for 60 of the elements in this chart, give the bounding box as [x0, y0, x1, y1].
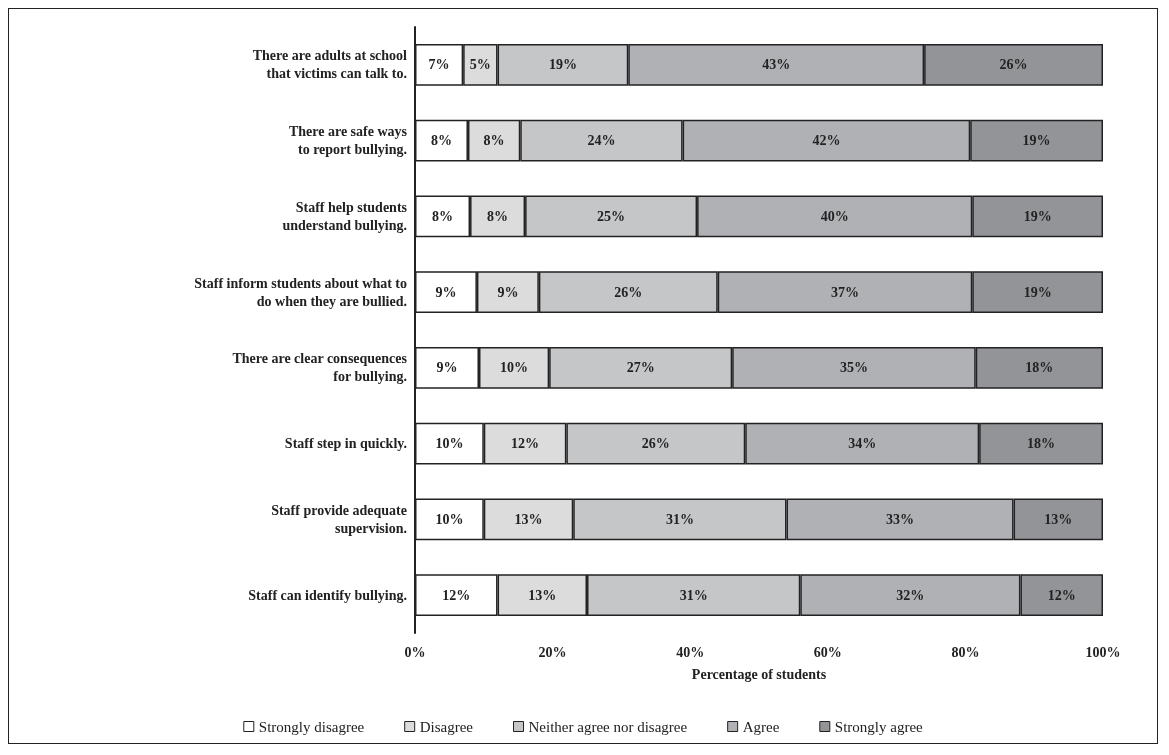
x-tick-label: 100%: [1085, 644, 1121, 660]
y-tick-label: There are safe ways to report bullying.: [288, 124, 408, 158]
data-label: 8%: [487, 208, 509, 224]
data-label: 18%: [1027, 436, 1056, 452]
legend-label: Strongly agree: [834, 718, 924, 735]
data-label: 19%: [548, 57, 577, 73]
data-label: 13%: [514, 511, 543, 527]
data-label: 9%: [497, 284, 519, 300]
data-label: 8%: [432, 208, 454, 224]
y-tick-label: Staff step in quickly.: [284, 436, 407, 452]
data-label: 5%: [469, 57, 491, 73]
data-label: 8%: [483, 133, 505, 149]
data-label: 12%: [442, 587, 471, 603]
data-label: 40%: [820, 208, 849, 224]
y-tick-label: Staff inform students about what to do when they are bullied.: [194, 275, 407, 309]
data-label: 10%: [500, 360, 529, 376]
y-tick-label: Staff help students understand bullying.: [282, 199, 408, 233]
data-label: 24%: [587, 133, 616, 149]
data-label: 42%: [812, 133, 841, 149]
data-label: 7%: [428, 57, 450, 73]
data-label: 31%: [665, 511, 694, 527]
data-label: 13%: [528, 587, 557, 603]
data-label: 10%: [435, 436, 464, 452]
x-tick-label: 60%: [813, 644, 842, 660]
x-tick-label: 20%: [538, 644, 567, 660]
data-label: 31%: [679, 587, 708, 603]
legend-label: Disagree: [419, 718, 474, 735]
data-label: 34%: [848, 436, 877, 452]
data-label: 19%: [1023, 208, 1052, 224]
data-label: 12%: [511, 436, 540, 452]
y-tick-label: Staff can identify bullying.: [248, 587, 407, 603]
data-label: 43%: [762, 57, 791, 73]
y-tick-label: There are adults at school that victims can talk to.: [252, 48, 408, 82]
data-label: 26%: [641, 436, 670, 452]
data-label: 18%: [1025, 360, 1054, 376]
x-axis-title: Percentage of students: [691, 666, 827, 682]
data-label: 13%: [1044, 511, 1073, 527]
data-label: 19%: [1023, 284, 1052, 300]
data-label: 25%: [597, 208, 626, 224]
data-label: 9%: [435, 284, 457, 300]
data-label: 35%: [839, 360, 868, 376]
data-label: 8%: [430, 133, 452, 149]
legend-label: Neither agree nor disagree: [528, 718, 688, 735]
legend-label: Strongly disagree: [258, 718, 365, 735]
data-label: 9%: [436, 360, 458, 376]
y-tick-label: Staff provide adequate supervision.: [271, 502, 407, 536]
x-tick-label: 80%: [951, 644, 980, 660]
data-label: 26%: [614, 284, 643, 300]
data-label: 33%: [886, 511, 915, 527]
x-tick-label: 40%: [676, 644, 705, 660]
data-label: 32%: [896, 587, 925, 603]
data-label: 12%: [1047, 587, 1076, 603]
data-label: 19%: [1022, 133, 1051, 149]
data-label: 26%: [999, 57, 1028, 73]
x-tick-label: 0%: [404, 644, 426, 660]
y-tick-label: There are clear consequences for bullying.: [232, 351, 408, 385]
legend-label: Agree: [742, 718, 780, 735]
data-label: 37%: [831, 284, 859, 300]
data-label: 27%: [626, 360, 655, 376]
data-label: 10%: [435, 511, 464, 527]
